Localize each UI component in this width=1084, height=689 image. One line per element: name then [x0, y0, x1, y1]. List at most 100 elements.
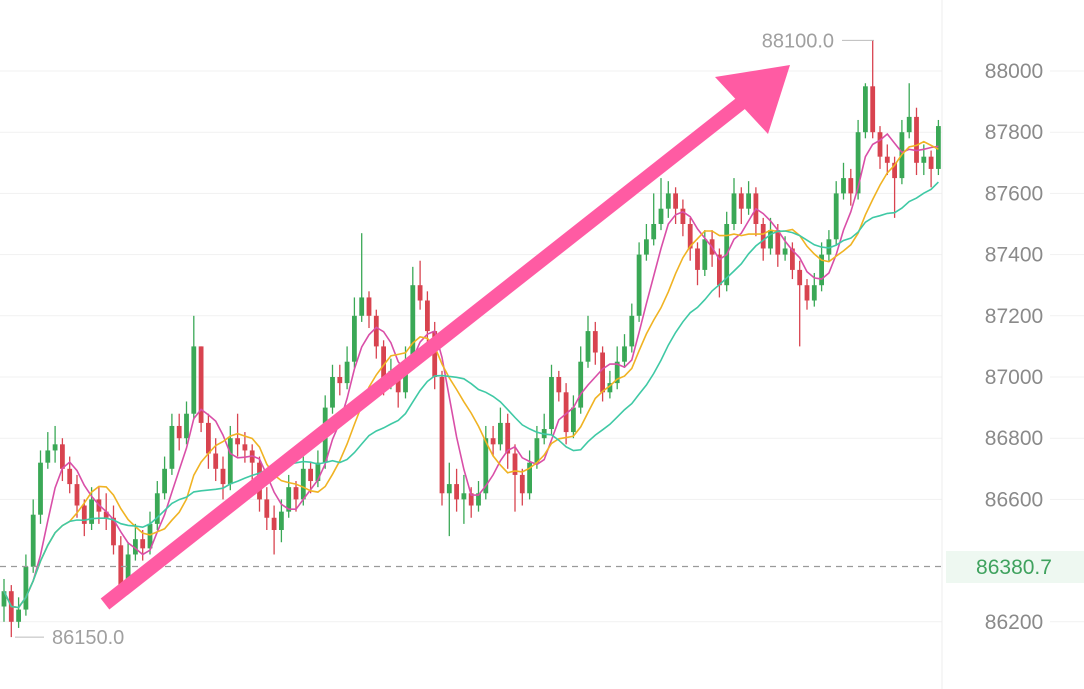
candle-up: [629, 303, 635, 353]
candle-body: [67, 468, 73, 485]
candle-body: [636, 254, 642, 316]
candle-down: [914, 107, 919, 176]
candle-down: [592, 321, 598, 365]
candle-down: [738, 187, 744, 224]
candle-body: [549, 377, 554, 430]
candle-body: [30, 514, 36, 567]
candle-down: [220, 456, 226, 500]
candle-up: [585, 315, 591, 368]
candle-body: [23, 566, 29, 610]
candle-up: [184, 401, 189, 445]
candle-down: [271, 505, 277, 555]
candle-body: [906, 116, 912, 133]
candle-up: [841, 162, 846, 200]
y-tick-label: 87600: [985, 182, 1043, 205]
candle-up: [89, 487, 94, 530]
candle-body: [213, 453, 219, 469]
candle-up: [461, 474, 467, 524]
ma10-line: [3, 140, 939, 609]
candle-down: [373, 309, 379, 359]
candle-body: [417, 285, 423, 301]
candle-body: [264, 499, 270, 518]
candle-body: [665, 193, 671, 209]
candle-down: [870, 40, 876, 139]
candle-body: [103, 511, 109, 518]
candle-body: [366, 297, 372, 316]
candle-up: [330, 364, 335, 414]
candle-up: [476, 481, 481, 512]
candle-up: [665, 181, 671, 218]
candle-up: [863, 83, 868, 139]
arrow-shaft: [100, 94, 750, 610]
y-tick-label: 86200: [985, 611, 1043, 634]
candle-up: [52, 425, 58, 463]
candle-down: [439, 370, 445, 506]
candle-down: [556, 370, 562, 402]
candle-body: [271, 517, 277, 530]
candle-up: [154, 481, 160, 530]
candle-body: [673, 193, 678, 209]
candle-body: [738, 193, 744, 209]
candle-body: [220, 468, 226, 485]
candle-down: [366, 291, 372, 329]
candle-down: [8, 585, 14, 638]
candle-body: [519, 474, 525, 494]
candle-body: [74, 484, 80, 506]
candle-down: [140, 530, 146, 561]
candle-body: [585, 331, 591, 362]
candle-up: [498, 407, 503, 451]
candle-body: [461, 493, 467, 500]
candle-body: [746, 193, 751, 209]
candle-down: [680, 199, 686, 237]
candle-body: [884, 156, 890, 163]
y-tick-label: 86600: [985, 488, 1043, 511]
candle-body: [133, 539, 138, 555]
candle-down: [235, 413, 240, 457]
candle-down: [512, 444, 518, 512]
candle-body: [833, 193, 839, 240]
candle-body: [38, 462, 43, 515]
y-tick-label: 87000: [985, 366, 1043, 389]
y-tick-label: 86800: [985, 427, 1043, 450]
candle-body: [848, 178, 854, 194]
candle-body: [89, 499, 94, 524]
candle-up: [38, 450, 43, 524]
candle-body: [731, 193, 737, 224]
candle-body: [841, 178, 846, 194]
candle-body: [556, 377, 562, 393]
candle-body: [571, 407, 576, 433]
candle-up: [279, 499, 284, 543]
candle-down: [673, 187, 678, 224]
candle-body: [315, 462, 321, 482]
candle-down: [308, 462, 313, 494]
candle-body: [403, 361, 408, 393]
candle-body: [227, 438, 233, 485]
candle-body: [819, 254, 824, 286]
candle-body: [162, 468, 167, 494]
candle-body: [702, 239, 708, 270]
candle-body: [242, 444, 248, 451]
candle-up: [169, 413, 175, 475]
candle-down: [111, 505, 116, 555]
candle-body: [592, 331, 598, 353]
candle-up: [549, 364, 554, 436]
candle-up: [23, 554, 29, 616]
candle-down: [848, 168, 854, 206]
candle-up: [622, 334, 627, 368]
candle-down: [877, 126, 883, 169]
candle-body: [468, 493, 474, 506]
y-tick-label: 87800: [985, 121, 1043, 144]
candle-body: [352, 315, 357, 362]
candle-body: [1, 591, 7, 607]
candle-down: [505, 413, 511, 469]
candle-body: [439, 377, 445, 494]
candle-down: [490, 425, 496, 457]
candle-body: [198, 346, 204, 423]
candle-body: [505, 422, 511, 454]
candle-body: [863, 86, 868, 133]
candle-body: [578, 361, 584, 408]
candle-body: [373, 315, 379, 347]
candle-body: [154, 493, 160, 524]
candle-body: [651, 224, 657, 240]
candle-body: [680, 208, 686, 224]
